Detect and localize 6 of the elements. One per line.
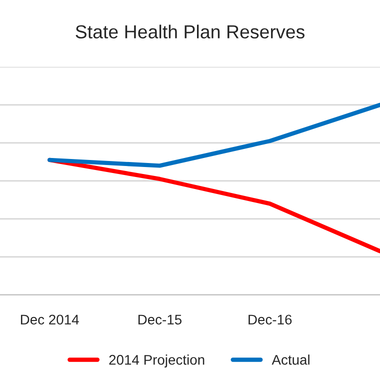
- legend-label: Actual: [272, 354, 310, 365]
- chart-title: State Health Plan Reserves: [76, 24, 304, 38]
- x-tick-label: Dec-16: [248, 314, 292, 325]
- x-tick-label: Dec-15: [138, 314, 182, 325]
- legend-label: 2014 Projection: [109, 354, 204, 368]
- x-tick-label: Dec 2014: [20, 314, 79, 325]
